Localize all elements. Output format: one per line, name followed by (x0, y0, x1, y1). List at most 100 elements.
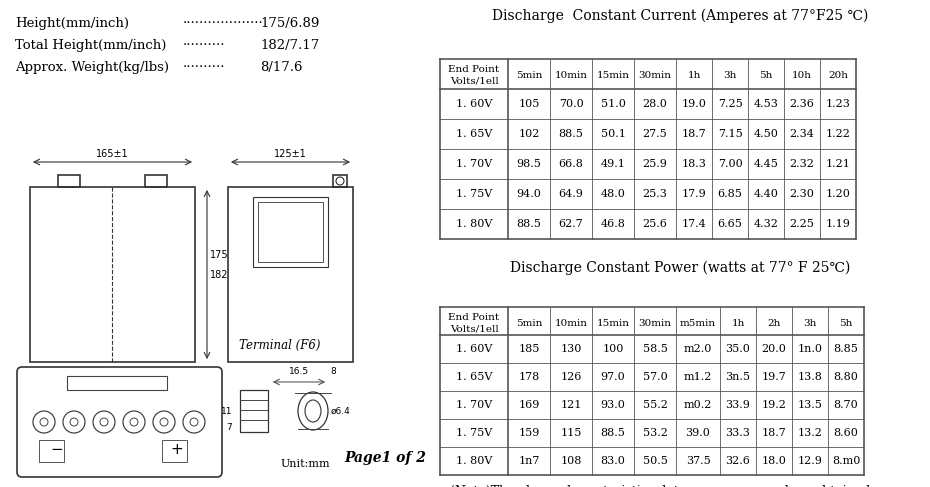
Text: 6.85: 6.85 (718, 189, 742, 199)
Text: 1. 70V: 1. 70V (456, 159, 492, 169)
Text: 1. 75V: 1. 75V (456, 428, 492, 438)
Text: 53.2: 53.2 (643, 428, 668, 438)
Text: End Point
Volts/1ell: End Point Volts/1ell (448, 65, 499, 85)
Text: 10min: 10min (554, 71, 588, 79)
Text: 51.0: 51.0 (601, 99, 626, 109)
Text: Page1 of 2: Page1 of 2 (344, 451, 426, 465)
Text: 2.32: 2.32 (790, 159, 815, 169)
Text: 1. 80V: 1. 80V (456, 456, 492, 466)
Text: 97.0: 97.0 (601, 372, 625, 382)
Text: 1. 65V: 1. 65V (456, 129, 492, 139)
Text: 1. 60V: 1. 60V (456, 344, 492, 354)
Text: +: + (170, 443, 183, 457)
Text: 18.0: 18.0 (762, 456, 787, 466)
Text: 35.0: 35.0 (725, 344, 751, 354)
Text: 1.23: 1.23 (826, 99, 850, 109)
Text: 39.0: 39.0 (685, 428, 711, 438)
Bar (30, 187, 195, 362)
Text: 5min: 5min (516, 318, 542, 327)
Text: Discharge Constant Power (watts at 77° F 25℃): Discharge Constant Power (watts at 77° F… (510, 261, 850, 275)
Text: Height(mm/inch): Height(mm/inch) (15, 17, 129, 30)
Text: 8.70: 8.70 (833, 400, 858, 410)
Text: Discharge  Constant Current (Amperes at 77°F25 ℃): Discharge Constant Current (Amperes at 7… (492, 9, 869, 23)
Text: 20h: 20h (828, 71, 848, 79)
Text: 30min: 30min (639, 318, 671, 327)
Text: 1. 75V: 1. 75V (456, 189, 492, 199)
Text: 3n.5: 3n.5 (725, 372, 751, 382)
Text: 178: 178 (518, 372, 539, 382)
Text: 13.2: 13.2 (798, 428, 822, 438)
Text: 13.5: 13.5 (798, 400, 822, 410)
Text: Approx. Weight(kg/lbs): Approx. Weight(kg/lbs) (15, 61, 169, 74)
Bar (228, 187, 353, 362)
Text: 19.7: 19.7 (762, 372, 787, 382)
Text: 8.85: 8.85 (833, 344, 858, 354)
Text: 18.3: 18.3 (682, 159, 707, 169)
Text: 130: 130 (560, 344, 581, 354)
Text: 17.4: 17.4 (682, 219, 707, 229)
Text: 126: 126 (560, 372, 581, 382)
Text: ··········: ·········· (183, 61, 225, 74)
Text: 37.5: 37.5 (685, 456, 711, 466)
Text: m1.2: m1.2 (684, 372, 712, 382)
Text: 1.21: 1.21 (826, 159, 850, 169)
Text: 165±1: 165±1 (96, 149, 129, 159)
Bar (67, 376, 167, 390)
Text: 8.m0: 8.m0 (831, 456, 860, 466)
Text: 1h: 1h (731, 318, 745, 327)
Text: 4.53: 4.53 (753, 99, 778, 109)
Text: 25.6: 25.6 (643, 219, 668, 229)
Text: 11: 11 (220, 407, 232, 415)
Text: 7.00: 7.00 (718, 159, 742, 169)
Text: 15min: 15min (596, 318, 630, 327)
Text: 4.32: 4.32 (753, 219, 778, 229)
Text: 58.5: 58.5 (643, 344, 668, 354)
Text: 4.45: 4.45 (753, 159, 778, 169)
Text: 98.5: 98.5 (516, 159, 541, 169)
Text: 182: 182 (210, 269, 229, 280)
Text: m5min: m5min (680, 318, 716, 327)
Text: m2.0: m2.0 (684, 344, 712, 354)
Text: 115: 115 (560, 428, 581, 438)
Text: 1. 80V: 1. 80V (456, 219, 492, 229)
Text: 30min: 30min (639, 71, 671, 79)
Text: 33.3: 33.3 (725, 428, 751, 438)
Text: 10min: 10min (554, 318, 588, 327)
Bar (333, 175, 347, 187)
Text: 33.9: 33.9 (725, 400, 751, 410)
Text: End Point
Volts/1ell: End Point Volts/1ell (448, 313, 499, 333)
Text: 48.0: 48.0 (601, 189, 626, 199)
Text: 27.5: 27.5 (643, 129, 668, 139)
Bar (162, 440, 187, 462)
Bar (240, 390, 268, 432)
Text: 1.19: 1.19 (826, 219, 850, 229)
Text: 175/6.89: 175/6.89 (260, 17, 319, 30)
Text: 19.2: 19.2 (762, 400, 787, 410)
Text: 8.60: 8.60 (833, 428, 858, 438)
Text: 8.80: 8.80 (833, 372, 858, 382)
Text: 4.50: 4.50 (753, 129, 778, 139)
Text: 102: 102 (518, 129, 539, 139)
Text: 94.0: 94.0 (516, 189, 541, 199)
Text: 2.36: 2.36 (790, 99, 815, 109)
Text: 16.5: 16.5 (289, 367, 309, 376)
Text: 159: 159 (518, 428, 539, 438)
Text: 83.0: 83.0 (601, 456, 626, 466)
Text: (Note)The above characteristics data are average values obtained: (Note)The above characteristics data are… (450, 485, 870, 487)
Bar (145, 175, 167, 187)
Bar (258, 202, 323, 262)
Text: 2.34: 2.34 (790, 129, 815, 139)
Text: 10h: 10h (792, 71, 812, 79)
Text: Unit:mm: Unit:mm (280, 459, 330, 469)
Text: 50.1: 50.1 (601, 129, 626, 139)
Text: 7.25: 7.25 (718, 99, 742, 109)
Text: 105: 105 (518, 99, 539, 109)
Text: 125±1: 125±1 (274, 149, 307, 159)
Text: 1h: 1h (687, 71, 700, 79)
Text: 169: 169 (518, 400, 539, 410)
Text: 2.25: 2.25 (790, 219, 815, 229)
Text: 5h: 5h (839, 318, 853, 327)
Text: 32.6: 32.6 (725, 456, 751, 466)
Text: 70.0: 70.0 (559, 99, 583, 109)
Text: 6.65: 6.65 (718, 219, 742, 229)
